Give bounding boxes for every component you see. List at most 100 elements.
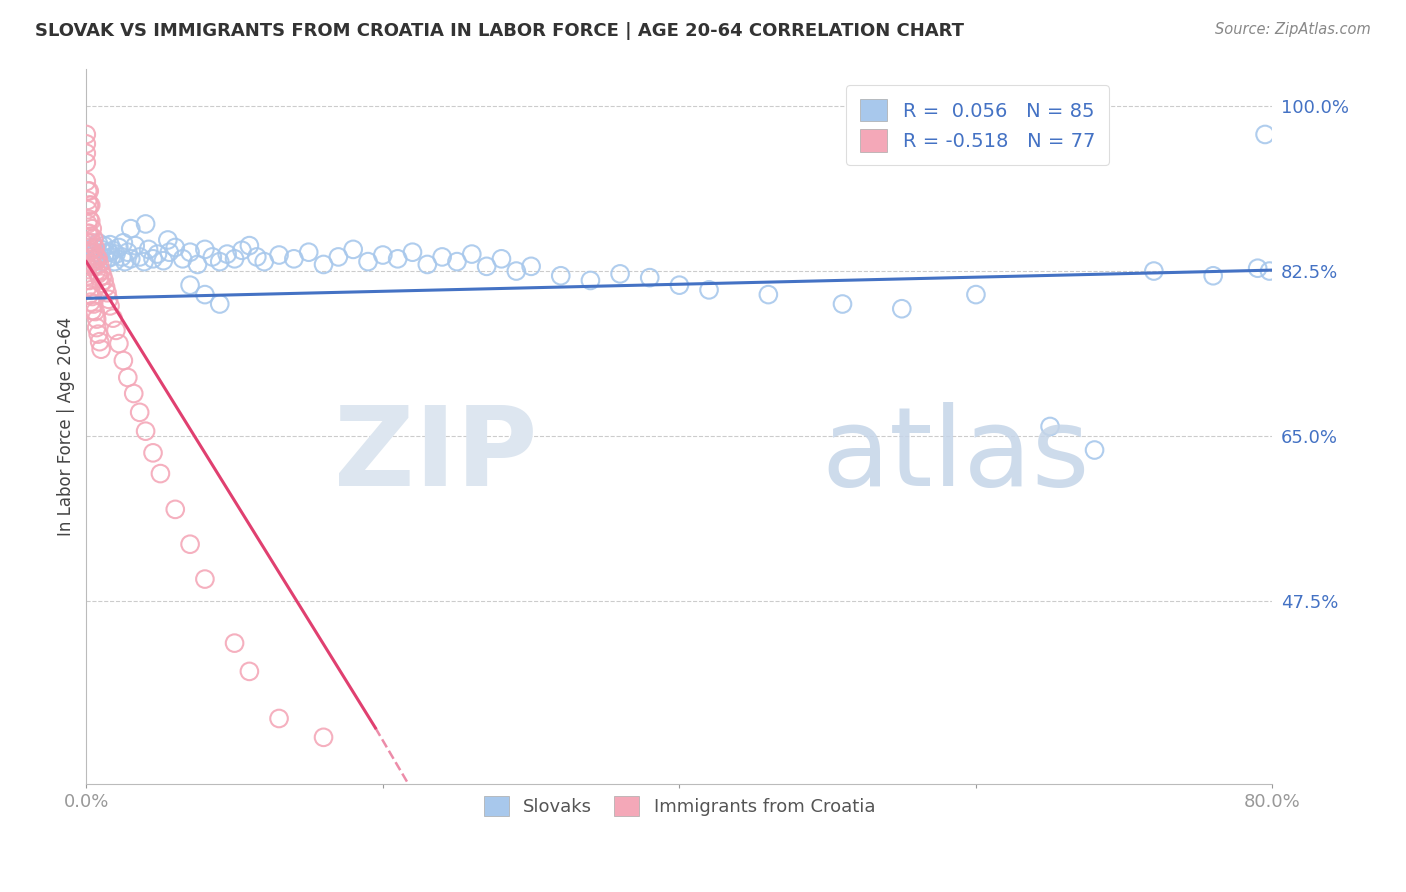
Point xyxy=(90,264,112,278)
Point xyxy=(108,336,131,351)
Point xyxy=(1254,128,1277,142)
Point xyxy=(75,128,97,142)
Point xyxy=(87,252,110,266)
Point xyxy=(84,254,107,268)
Point xyxy=(505,264,527,278)
Point xyxy=(609,267,631,281)
Point xyxy=(194,572,217,586)
Point xyxy=(283,252,305,266)
Point xyxy=(80,229,103,244)
Point xyxy=(89,270,111,285)
Point xyxy=(87,235,110,250)
Point xyxy=(149,467,172,481)
Point xyxy=(1258,264,1281,278)
Point xyxy=(91,254,114,268)
Point xyxy=(579,273,602,287)
Point xyxy=(1083,443,1105,458)
Point xyxy=(201,250,224,264)
Point xyxy=(117,370,139,384)
Point xyxy=(97,293,120,307)
Point xyxy=(1246,261,1268,276)
Point xyxy=(165,502,187,516)
Point xyxy=(550,268,572,283)
Point xyxy=(231,244,253,258)
Point xyxy=(371,248,394,262)
Text: Source: ZipAtlas.com: Source: ZipAtlas.com xyxy=(1215,22,1371,37)
Point xyxy=(668,278,690,293)
Point xyxy=(77,184,100,198)
Point xyxy=(128,250,150,264)
Point xyxy=(831,297,853,311)
Point xyxy=(638,270,661,285)
Point xyxy=(83,260,105,274)
Point xyxy=(186,257,208,271)
Point xyxy=(146,247,169,261)
Point xyxy=(194,243,217,257)
Point xyxy=(84,245,107,260)
Point xyxy=(83,231,105,245)
Point xyxy=(82,289,104,303)
Point xyxy=(82,221,104,235)
Point xyxy=(90,343,112,357)
Point xyxy=(87,327,110,342)
Point xyxy=(134,254,156,268)
Point xyxy=(86,312,108,326)
Point xyxy=(80,198,103,212)
Point xyxy=(124,238,146,252)
Point xyxy=(101,311,124,326)
Point xyxy=(80,214,103,228)
Point xyxy=(179,537,201,551)
Point xyxy=(179,245,201,260)
Point xyxy=(82,235,104,250)
Point xyxy=(93,238,115,252)
Point xyxy=(114,254,136,268)
Text: atlas: atlas xyxy=(821,401,1090,508)
Point xyxy=(152,253,174,268)
Point xyxy=(120,252,142,266)
Point xyxy=(461,247,484,261)
Point xyxy=(94,280,117,294)
Point xyxy=(77,287,100,301)
Point xyxy=(156,233,179,247)
Point xyxy=(172,252,194,266)
Point xyxy=(111,250,134,264)
Point xyxy=(342,243,364,257)
Y-axis label: In Labor Force | Age 20-64: In Labor Force | Age 20-64 xyxy=(58,317,75,536)
Point xyxy=(120,221,142,235)
Point xyxy=(194,287,217,301)
Point xyxy=(75,136,97,151)
Point xyxy=(90,243,112,257)
Point xyxy=(76,280,98,294)
Point xyxy=(1202,268,1225,283)
Point xyxy=(84,304,107,318)
Point xyxy=(94,246,117,260)
Point xyxy=(76,202,98,217)
Point xyxy=(446,254,468,268)
Point xyxy=(108,240,131,254)
Point xyxy=(97,245,120,260)
Point xyxy=(122,386,145,401)
Point xyxy=(101,244,124,258)
Point xyxy=(298,245,321,260)
Point xyxy=(104,323,127,337)
Point xyxy=(75,155,97,169)
Point xyxy=(112,353,135,368)
Point xyxy=(76,217,98,231)
Point xyxy=(89,334,111,349)
Text: SLOVAK VS IMMIGRANTS FROM CROATIA IN LABOR FORCE | AGE 20-64 CORRELATION CHART: SLOVAK VS IMMIGRANTS FROM CROATIA IN LAB… xyxy=(35,22,965,40)
Point xyxy=(142,446,165,460)
Point xyxy=(135,217,157,231)
Point xyxy=(328,250,350,264)
Point xyxy=(179,278,201,293)
Point xyxy=(157,245,180,260)
Point xyxy=(76,235,98,250)
Point xyxy=(83,245,105,260)
Point xyxy=(238,238,260,252)
Point xyxy=(83,297,105,311)
Point xyxy=(103,254,125,268)
Point xyxy=(208,254,231,268)
Point xyxy=(84,240,107,254)
Point xyxy=(76,227,98,241)
Point xyxy=(80,295,103,310)
Point xyxy=(267,248,290,262)
